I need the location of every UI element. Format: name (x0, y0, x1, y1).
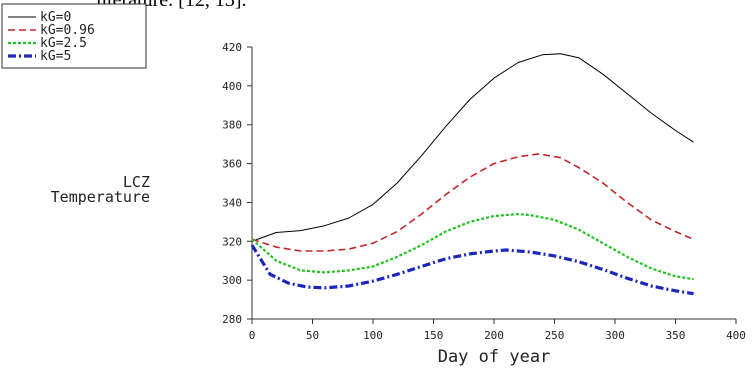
y-tick-label: 420 (222, 41, 242, 54)
x-tick-label: 200 (484, 329, 504, 342)
legend-label: kG=2.5 (40, 36, 87, 51)
legend-label: kG=5 (40, 49, 71, 64)
x-tick-label: 400 (726, 329, 746, 342)
series-line-3 (251, 213, 694, 281)
x-tick-label: 50 (306, 329, 319, 342)
cut-off-text-line: literature. [12, 13]. (96, 0, 247, 11)
x-tick-label: 100 (363, 329, 383, 342)
series-line-4 (250, 244, 694, 296)
x-axis-label: Day of year (438, 347, 551, 367)
legend-label: kG=0 (40, 10, 71, 25)
y-axis-label-line: LCZ (123, 173, 150, 191)
tick-labels: 0 50 100 150 200 250 300 350 400 280 300 320 340 360 3… (222, 41, 746, 342)
series-line-2 (251, 153, 694, 252)
y-tick-label: 280 (222, 313, 242, 326)
x-tick-label: 300 (605, 329, 625, 342)
y-tick-label: 360 (222, 158, 242, 171)
series-line-1 (251, 53, 694, 242)
y-axis-label-line: Temperature (51, 188, 150, 206)
y-tick-label: 340 (222, 196, 242, 209)
x-tick-label: 150 (424, 329, 444, 342)
y-tick-label: 380 (222, 119, 242, 132)
x-tick-label: 250 (545, 329, 565, 342)
x-tick-label: 350 (666, 329, 686, 342)
legend-label: kG=0.96 (40, 23, 95, 38)
x-tick-label: 0 (249, 329, 256, 342)
y-tick-label: 320 (222, 235, 242, 248)
y-tick-label: 300 (222, 274, 242, 287)
series-lines (250, 53, 694, 296)
axes (247, 46, 737, 324)
y-tick-label: 400 (222, 80, 242, 93)
